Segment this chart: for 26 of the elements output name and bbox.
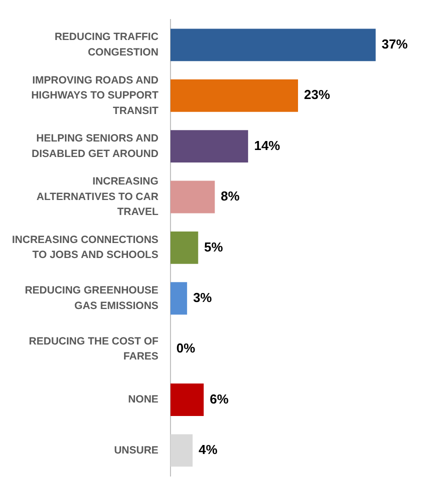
y-tick-label: REDUCING GREENHOUSE GAS EMISSIONS (24, 284, 158, 312)
y-tick-label: REDUCING TRAFFIC CONGESTION (54, 31, 159, 58)
bar (170, 434, 193, 467)
bar (170, 28, 376, 62)
y-tick-label: INCREASING CONNECTIONS TO JOBS AND SCHOOLS (12, 234, 158, 262)
y-tick-label: HELPING SENIORS AND DISABLED GET AROUND (32, 132, 159, 160)
y-tick-label: INCREASING ALTERNATIVES TO CAR TRAVEL (36, 176, 159, 218)
bar (170, 282, 188, 315)
y-tick-label: IMPROVING ROADS AND HIGHWAYS TO SUPPORT TRANSIT (31, 74, 160, 117)
data-label: 0% (176, 340, 196, 356)
y-tick-label: REDUCING THE COST OF FARES (28, 335, 159, 363)
data-label: 8% (220, 188, 240, 204)
y-tick-label: NONE (128, 394, 158, 406)
data-label: 37% (382, 36, 408, 52)
y-tick-label: UNSURE (114, 444, 158, 456)
bar (170, 130, 248, 163)
data-label: 6% (210, 391, 229, 406)
bar (170, 231, 198, 264)
data-label: 5% (204, 239, 224, 254)
bar (170, 384, 204, 416)
data-label: 14% (254, 138, 281, 153)
bar (170, 180, 215, 214)
bar (170, 79, 298, 112)
data-label: 4% (198, 442, 218, 458)
data-label: 23% (304, 87, 330, 102)
data-label: 3% (193, 290, 212, 305)
